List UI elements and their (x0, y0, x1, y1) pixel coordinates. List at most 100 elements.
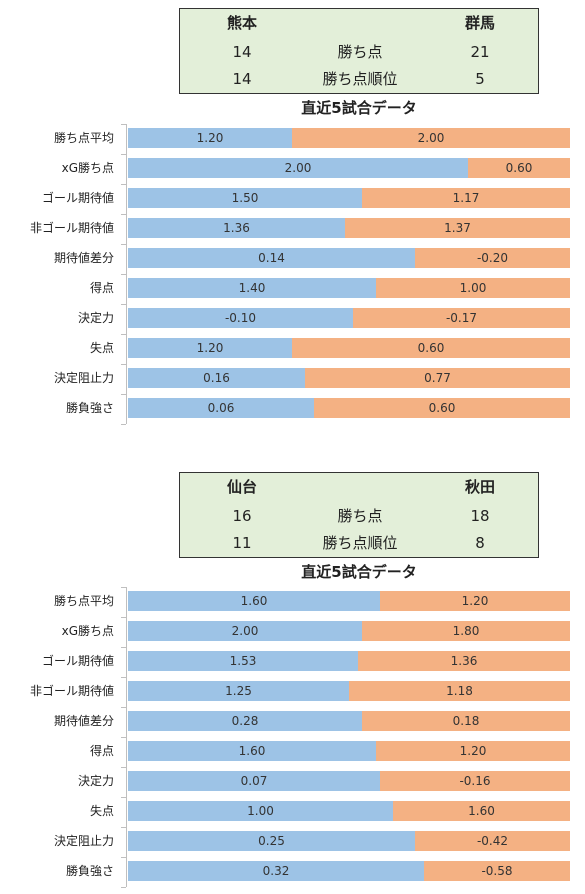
axis-tick (121, 424, 126, 425)
axis-tick (121, 154, 126, 155)
rank-label: 勝ち点順位 (322, 534, 398, 552)
team-a-name: 熊本 (226, 14, 257, 32)
axis-tick (121, 677, 126, 678)
category-label: 決定阻止力 (53, 834, 114, 848)
category-label: 勝ち点平均 (53, 131, 114, 145)
bar-team-a (128, 741, 376, 761)
axis-tick (121, 274, 126, 275)
points-label: 勝ち点 (337, 507, 383, 525)
bar-team-b (376, 278, 570, 298)
axis-tick (121, 737, 126, 738)
value-label-team-a: 1.50 (231, 191, 259, 205)
value-label-team-a: 1.40 (238, 281, 266, 295)
value-label-team-a: 0.07 (240, 774, 268, 788)
axis-tick (121, 214, 126, 215)
bar-team-a (128, 398, 314, 418)
bar-team-a (128, 621, 362, 641)
team-a-points: 14 (232, 43, 252, 61)
value-label-team-b: 1.60 (468, 804, 495, 818)
bar-team-a (128, 861, 424, 881)
rank-label: 勝ち点順位 (322, 70, 398, 88)
value-label-team-a: 1.00 (247, 804, 274, 818)
category-label: ゴール期待値 (41, 654, 114, 668)
value-label-team-b: 1.80 (452, 624, 480, 638)
category-label: 勝負強さ (65, 401, 114, 415)
value-label-team-a: -0.10 (224, 311, 257, 325)
bar-team-a (128, 651, 358, 671)
bar-team-a (128, 591, 380, 611)
value-label-team-a: 0.16 (203, 371, 230, 385)
bar-team-b (468, 158, 570, 178)
value-label-team-b: -0.17 (445, 311, 478, 325)
category-label: 非ゴール期待値 (29, 221, 114, 235)
category-label: xG勝ち点 (61, 624, 114, 638)
value-label-team-b: -0.42 (476, 834, 509, 848)
bar-team-b (362, 188, 570, 208)
bar-team-b (393, 801, 570, 821)
category-label: ゴール期待値 (41, 191, 114, 205)
category-label: 勝ち点平均 (53, 594, 114, 608)
value-label-team-a: 1.53 (229, 654, 257, 668)
value-label-team-b: -0.58 (481, 864, 513, 878)
team-b-name: 秋田 (464, 478, 495, 496)
category-label: 決定阻止力 (53, 371, 114, 385)
value-label-team-a: 1.20 (196, 341, 224, 355)
bar-team-b (415, 831, 570, 851)
axis-tick (121, 767, 126, 768)
points-label: 勝ち点 (337, 43, 383, 61)
value-label-team-a: 2.00 (284, 161, 312, 175)
bar-team-a (128, 831, 415, 851)
bar-team-a (128, 248, 415, 268)
axis-tick (121, 797, 126, 798)
team-a-rank: 11 (232, 534, 252, 552)
axis-tick (121, 244, 126, 245)
axis-tick (121, 647, 126, 648)
chart-subtitle: 直近5試合データ (301, 563, 417, 581)
category-axis (126, 124, 127, 424)
value-label-team-a: 0.25 (258, 834, 285, 848)
bar-team-a (128, 188, 362, 208)
axis-tick (121, 617, 126, 618)
bar-team-a (128, 711, 362, 731)
value-label-team-a: 1.60 (238, 744, 266, 758)
bar-team-b (314, 398, 570, 418)
bar-team-b (380, 591, 570, 611)
category-label: 期待値差分 (53, 251, 114, 265)
category-label: xG勝ち点 (61, 161, 114, 175)
axis-tick (121, 857, 126, 858)
team-a-points: 16 (232, 507, 252, 525)
value-label-team-b: 1.20 (461, 594, 489, 608)
axis-tick (121, 587, 126, 588)
team-b-rank: 8 (475, 534, 485, 552)
value-label-team-b: 2.00 (417, 131, 445, 145)
value-label-team-b: 0.60 (505, 161, 533, 175)
team-a-rank: 14 (232, 70, 252, 88)
bar-team-a (128, 308, 353, 328)
bar-team-b (345, 218, 570, 238)
axis-tick (121, 334, 126, 335)
bar-team-a (128, 128, 292, 148)
category-label: 決定力 (77, 774, 114, 788)
axis-tick (121, 394, 126, 395)
value-label-team-a: 0.28 (231, 714, 259, 728)
bar-team-b (415, 248, 570, 268)
value-label-team-a: 2.00 (231, 624, 259, 638)
axis-tick (121, 364, 126, 365)
axis-tick (121, 887, 126, 888)
match-info-box: 仙台 秋田 16 勝ち点 18 11 勝ち点順位 8 (179, 472, 539, 558)
category-axis (126, 587, 127, 887)
axis-tick (121, 304, 126, 305)
bar-team-b (362, 711, 570, 731)
bar-team-a (128, 218, 345, 238)
category-label: 失点 (89, 341, 114, 355)
bar-team-a (128, 771, 380, 791)
value-label-team-a: 0.14 (258, 251, 285, 265)
category-label: 得点 (89, 744, 114, 758)
value-label-team-a: 0.32 (262, 864, 290, 878)
bar-team-b (362, 621, 570, 641)
bar-team-b (353, 308, 570, 328)
bar-team-a (128, 681, 349, 701)
value-label-team-b: 0.60 (417, 341, 445, 355)
value-label-team-a: 1.20 (196, 131, 224, 145)
team-b-points: 18 (470, 507, 490, 525)
